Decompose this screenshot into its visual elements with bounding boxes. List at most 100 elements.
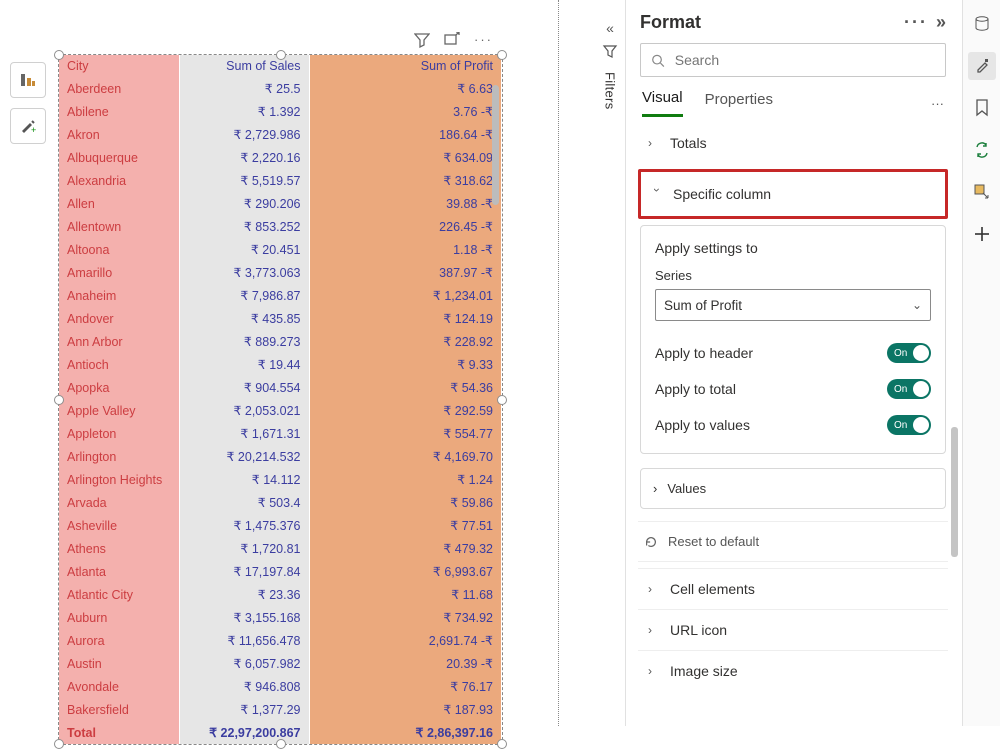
resize-handle[interactable] [54,395,64,405]
table-row[interactable]: Anaheim₹ 7,986.87₹ 1,234.01 [59,284,502,307]
tabs-more-icon[interactable]: ··· [931,96,944,111]
section-totals[interactable]: › Totals [638,123,948,163]
resize-handle[interactable] [276,50,286,60]
cell-city: Austin [59,652,179,675]
more-options-icon[interactable]: ··· [474,32,493,48]
resize-handle[interactable] [54,739,64,749]
sync-slicers-icon[interactable] [968,136,996,164]
tab-visual[interactable]: Visual [642,89,683,117]
cell-city: Antioch [59,353,179,376]
brush-button[interactable]: + [10,108,46,144]
cell-profit: ₹ 124.19 [309,307,502,330]
format-search[interactable] [640,43,946,77]
chevron-right-icon: › [653,481,657,496]
reset-to-default[interactable]: Reset to default [638,521,948,562]
chevron-right-icon: › [648,136,660,150]
apply-to-values-label: Apply to values [655,417,750,433]
cell-city: Amarillo [59,261,179,284]
format-pane-icon[interactable] [968,52,996,80]
pane-more-icon[interactable]: ··· [904,12,928,33]
resize-handle[interactable] [54,50,64,60]
pane-collapse-icon[interactable]: » [936,12,946,33]
table-row[interactable]: Akron₹ 2,729.986186.64 -₹ [59,123,502,146]
cell-city: Akron [59,123,179,146]
pane-splitter[interactable] [558,0,559,726]
resize-handle[interactable] [276,739,286,749]
table-row[interactable]: Abilene₹ 1.3923.76 -₹ [59,100,502,123]
cell-city: Avondale [59,675,179,698]
table-row[interactable]: Aberdeen₹ 25.5₹ 6.63 [59,77,502,100]
table-row[interactable]: Alexandria₹ 5,519.57₹ 318.62 [59,169,502,192]
bookmark-icon[interactable] [968,94,996,122]
section-image-size[interactable]: › Image size [638,650,948,691]
table-row[interactable]: Bakersfield₹ 1,377.29₹ 187.93 [59,698,502,721]
chevron-right-icon: › [648,664,660,678]
table-row[interactable]: Allen₹ 290.20639.88 -₹ [59,192,502,215]
toggle-apply-header[interactable]: On [887,343,931,363]
table-row[interactable]: Aurora₹ 11,656.4782,691.74 -₹ [59,629,502,652]
table-row[interactable]: Appleton₹ 1,671.31₹ 554.77 [59,422,502,445]
toggle-apply-values[interactable]: On [887,415,931,435]
table-row[interactable]: Arlington₹ 20,214.532₹ 4,169.70 [59,445,502,468]
column-header-profit[interactable]: Sum of Profit [309,55,502,77]
section-specific-column[interactable]: › Specific column [638,169,948,219]
table-row[interactable]: Allentown₹ 853.252226.45 -₹ [59,215,502,238]
search-input[interactable] [675,52,935,68]
table-row[interactable]: Arvada₹ 503.4₹ 59.86 [59,491,502,514]
filters-label: Filters [603,72,618,110]
table-row[interactable]: Andover₹ 435.85₹ 124.19 [59,307,502,330]
table-row[interactable]: Ann Arbor₹ 889.273₹ 228.92 [59,330,502,353]
scrollbar[interactable] [492,85,499,205]
resize-handle[interactable] [497,395,507,405]
data-pane-icon[interactable] [968,10,996,38]
add-icon[interactable] [968,220,996,248]
table-row[interactable]: Austin₹ 6,057.98220.39 -₹ [59,652,502,675]
section-url-icon[interactable]: › URL icon [638,609,948,650]
table-row[interactable]: Antioch₹ 19.44₹ 9.33 [59,353,502,376]
column-header-city[interactable]: City [59,55,179,77]
table-row[interactable]: Asheville₹ 1,475.376₹ 77.51 [59,514,502,537]
cell-sales: ₹ 1.392 [179,100,309,123]
filter-icon[interactable] [414,32,430,48]
cell-sales: ₹ 2,053.021 [179,399,309,422]
cell-sales: ₹ 20.451 [179,238,309,261]
section-values[interactable]: › Values [640,468,946,509]
selection-pane-icon[interactable] [968,178,996,206]
cell-city: Abilene [59,100,179,123]
table-row[interactable]: Arlington Heights₹ 14.112₹ 1.24 [59,468,502,491]
cell-profit: 226.45 -₹ [309,215,502,238]
series-select[interactable]: Sum of Profit ⌄ [655,289,931,321]
table-row[interactable]: Altoona₹ 20.4511.18 -₹ [59,238,502,261]
cell-sales: ₹ 14.112 [179,468,309,491]
column-header-sales[interactable]: Sum of Sales [179,55,309,77]
cell-sales: ₹ 1,475.376 [179,514,309,537]
table-row[interactable]: Albuquerque₹ 2,220.16₹ 634.09 [59,146,502,169]
toggle-apply-total[interactable]: On [887,379,931,399]
table-row[interactable]: Apopka₹ 904.554₹ 54.36 [59,376,502,399]
resize-handle[interactable] [497,50,507,60]
table-row[interactable]: Avondale₹ 946.808₹ 76.17 [59,675,502,698]
table-row[interactable]: Atlanta₹ 17,197.84₹ 6,993.67 [59,560,502,583]
scrollbar[interactable] [951,427,958,557]
cell-sales: ₹ 853.252 [179,215,309,238]
focus-mode-icon[interactable] [444,32,460,48]
cell-profit: ₹ 318.62 [309,169,502,192]
table-row[interactable]: Amarillo₹ 3,773.063387.97 -₹ [59,261,502,284]
table-row[interactable]: Apple Valley₹ 2,053.021₹ 292.59 [59,399,502,422]
filters-pane-icon[interactable] [602,44,618,60]
tab-properties[interactable]: Properties [705,91,773,116]
cell-city: Arvada [59,491,179,514]
cell-sales: ₹ 17,197.84 [179,560,309,583]
table-row[interactable]: Athens₹ 1,720.81₹ 479.32 [59,537,502,560]
expand-filters-icon[interactable]: « [606,20,614,36]
cell-city: Altoona [59,238,179,261]
cell-sales: ₹ 946.808 [179,675,309,698]
table-row[interactable]: Atlantic City₹ 23.36₹ 11.68 [59,583,502,606]
section-cell-elements[interactable]: › Cell elements [638,568,948,609]
table-visual[interactable]: City Sum of Sales Sum of Profit Aberdeen… [58,54,503,745]
resize-handle[interactable] [497,739,507,749]
cell-profit: 39.88 -₹ [309,192,502,215]
table-row[interactable]: Auburn₹ 3,155.168₹ 734.92 [59,606,502,629]
cell-profit: ₹ 76.17 [309,675,502,698]
drill-button[interactable] [10,62,46,98]
